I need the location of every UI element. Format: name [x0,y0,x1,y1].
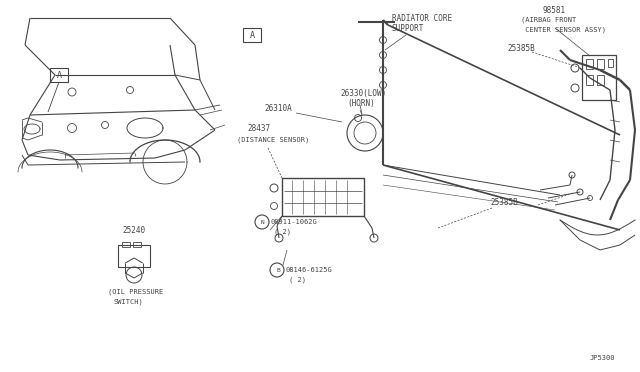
Bar [133,242,141,247]
Text: (HORN): (HORN) [347,99,375,108]
Bar [597,59,604,69]
Bar [582,55,616,100]
Text: 26330(LOW): 26330(LOW) [340,89,387,97]
Text: ( 2): ( 2) [274,229,291,235]
Text: A: A [250,31,255,39]
Bar [608,59,613,67]
Text: 25385B: 25385B [490,198,518,206]
Bar [243,28,261,42]
Bar [282,178,364,216]
Bar [50,68,68,82]
Text: RADIATOR CORE: RADIATOR CORE [392,13,452,22]
Circle shape [270,263,284,277]
Bar [118,245,150,267]
Text: SWITCH): SWITCH) [113,299,143,305]
Circle shape [255,215,269,229]
Text: 08146-6125G: 08146-6125G [286,267,333,273]
Text: B: B [276,267,280,273]
Text: ( 2): ( 2) [289,277,306,283]
Text: (AIRBAG FRONT: (AIRBAG FRONT [521,17,576,23]
Text: N: N [261,219,265,224]
Bar [597,75,604,85]
Text: 98581: 98581 [543,6,566,15]
Text: SUPPORT: SUPPORT [392,23,424,32]
Bar [586,59,593,69]
Text: A: A [56,71,61,80]
Bar [122,242,130,247]
Text: JP5300: JP5300 [590,355,616,361]
Text: 25240: 25240 [122,225,145,234]
Bar [586,75,593,85]
Text: CENTER SENSOR ASSY): CENTER SENSOR ASSY) [521,27,606,33]
Text: 28437: 28437 [247,124,270,132]
Text: 08911-1062G: 08911-1062G [271,219,317,225]
Text: (DISTANCE SENSOR): (DISTANCE SENSOR) [237,137,309,143]
Text: 25385B: 25385B [507,44,535,52]
Text: (OIL PRESSURE: (OIL PRESSURE [108,289,163,295]
Text: 26310A: 26310A [264,103,292,112]
